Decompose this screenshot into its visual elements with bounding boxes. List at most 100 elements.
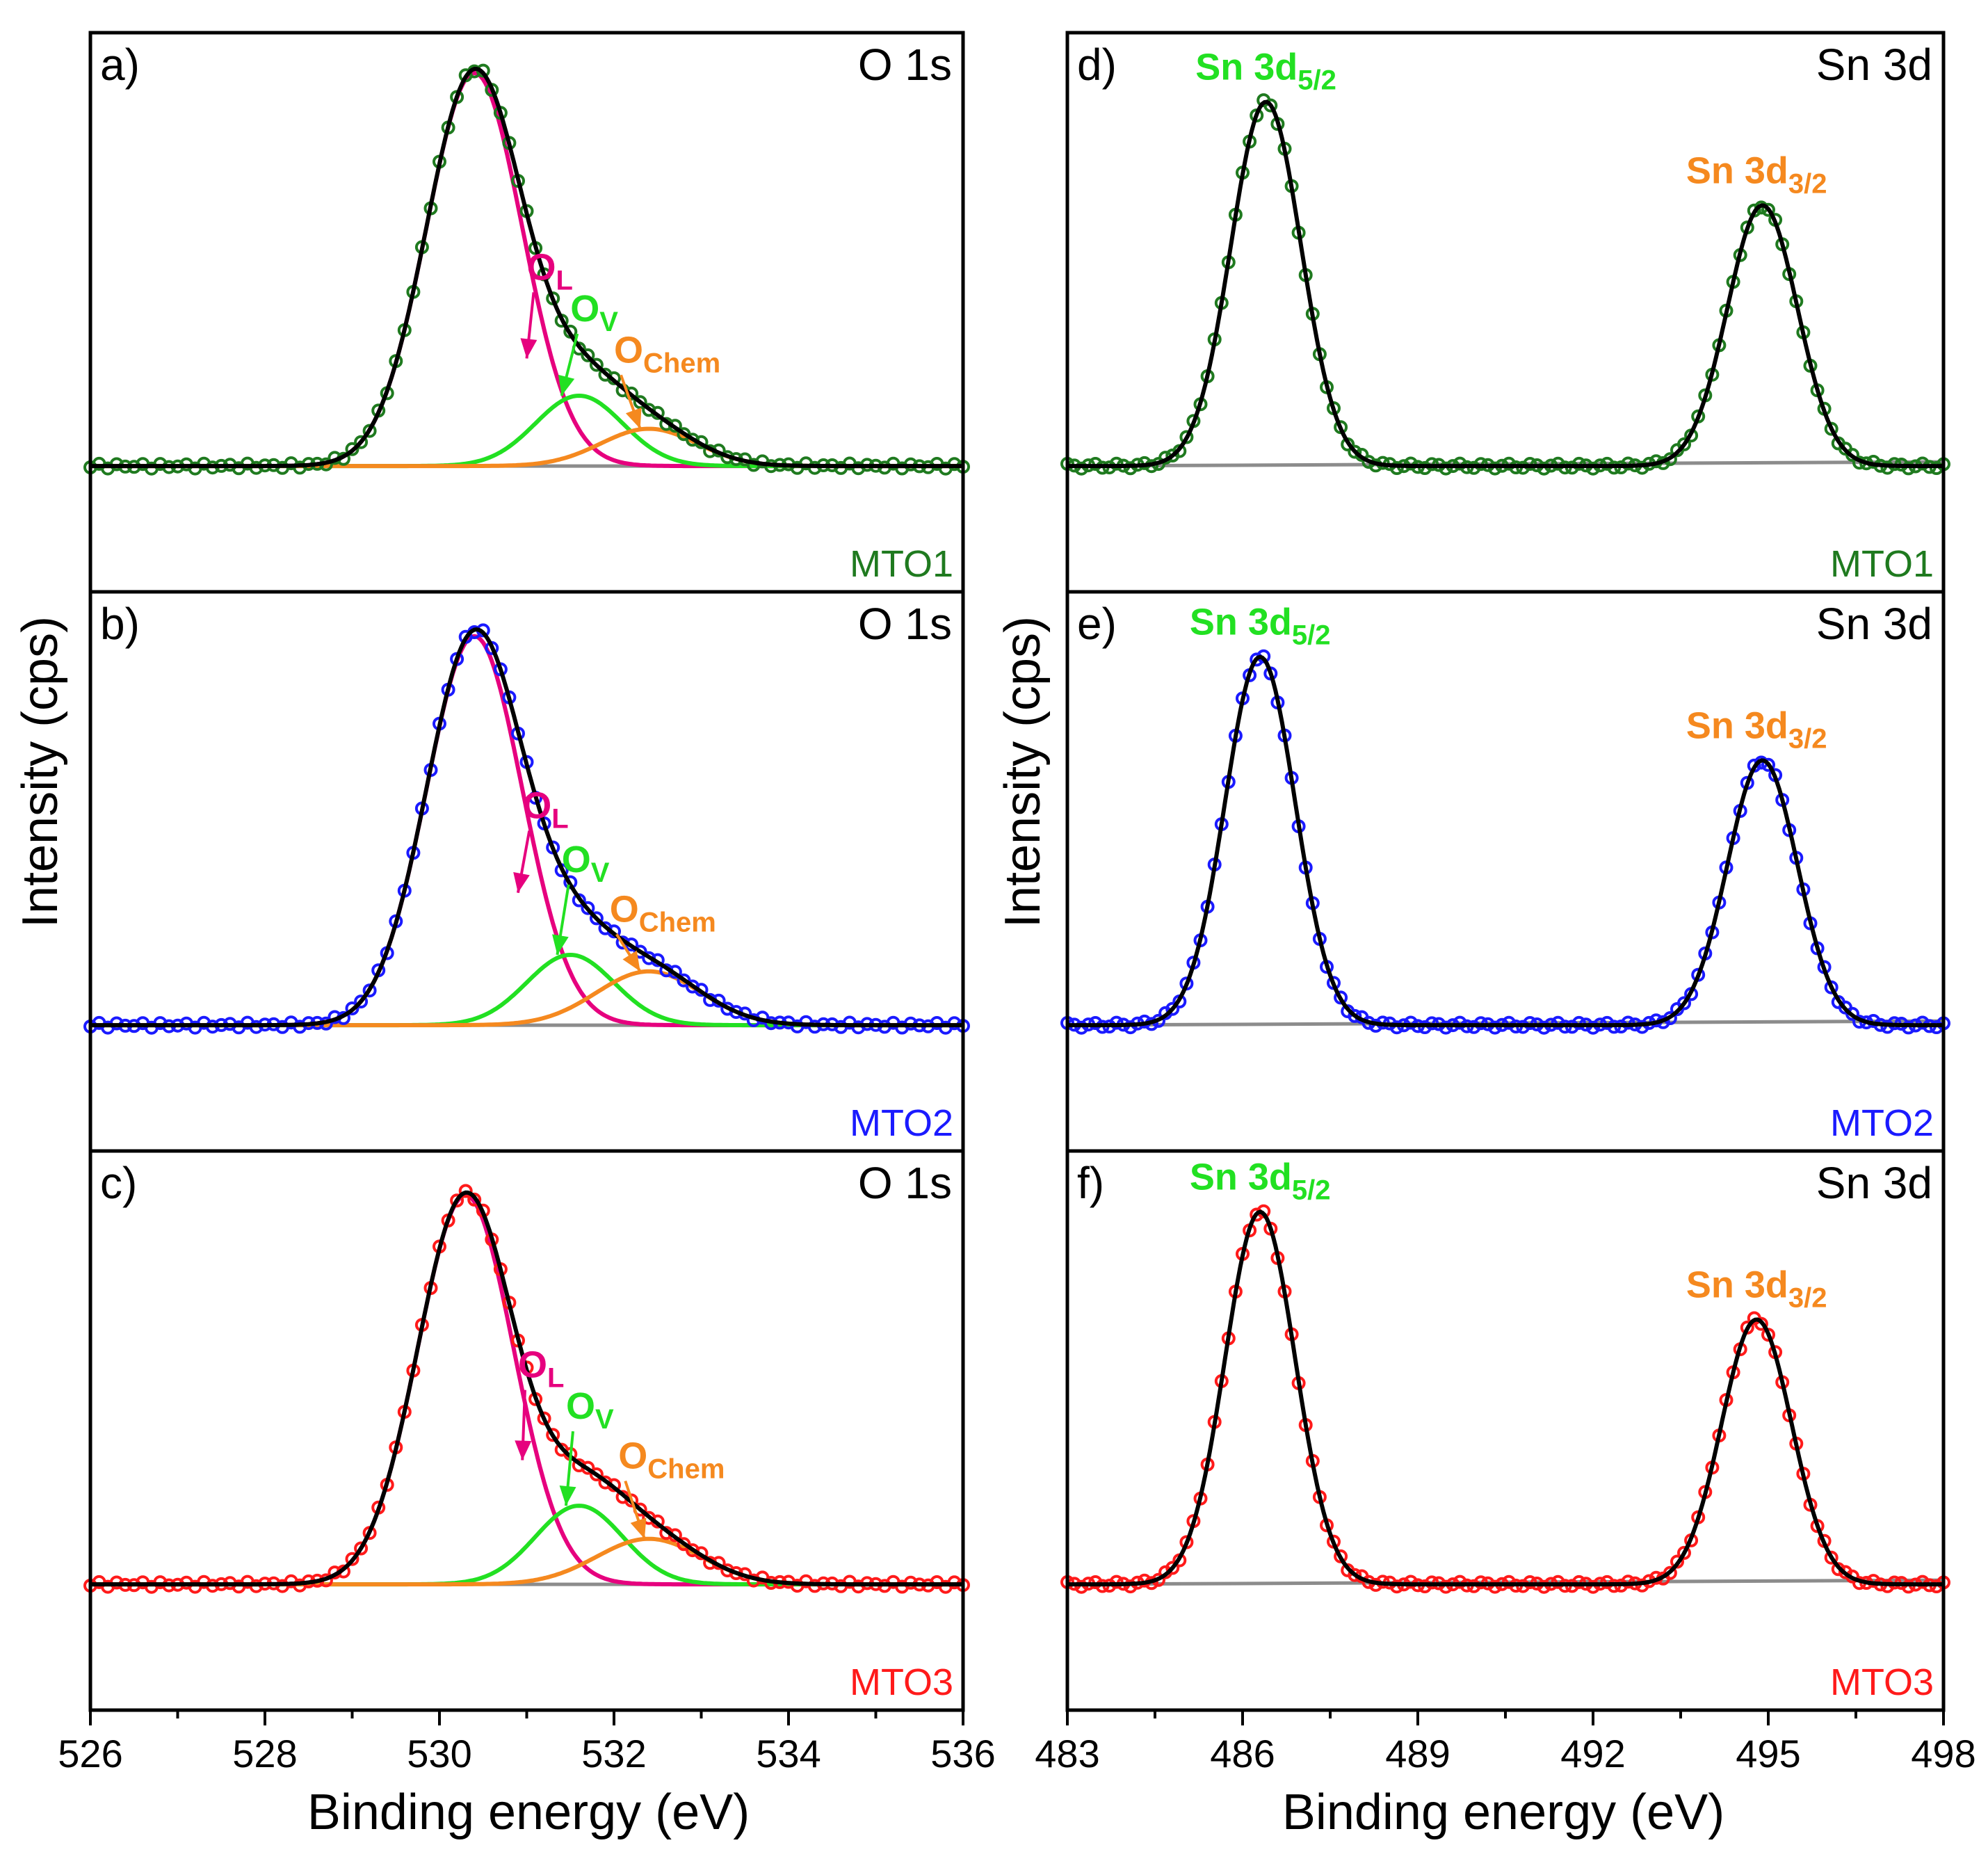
component-curve-OV — [90, 952, 963, 1028]
data-point — [1453, 1575, 1467, 1589]
peak-label-OV: OV — [562, 839, 610, 888]
data-point — [686, 433, 700, 447]
data-point — [1179, 430, 1194, 444]
tick-label: 526 — [58, 1732, 122, 1775]
tick-label: 534 — [756, 1732, 821, 1775]
panel-frame — [1065, 31, 1946, 594]
data-point — [354, 435, 369, 449]
data-point — [589, 1467, 604, 1481]
data-point — [1600, 1575, 1615, 1589]
data-point — [1403, 456, 1418, 471]
peak-label-Sn3: Sn 3d3/2 — [1686, 150, 1827, 199]
x-ticks: 483 486 489 492 495 498 — [1035, 1710, 1976, 1775]
data-point — [1088, 1016, 1103, 1030]
panel-title: Sn 3d — [1816, 1158, 1932, 1208]
arrow-head-OL — [513, 872, 530, 893]
data-point — [1600, 1015, 1615, 1030]
component-curve-OL — [90, 634, 963, 1028]
panel-letter: b) — [100, 599, 140, 649]
panel-frame — [1065, 590, 1946, 1153]
arrow-head-OV — [559, 1485, 576, 1506]
peak-label-OL: OL — [527, 246, 573, 296]
data-point — [1571, 1575, 1586, 1589]
data-point — [1334, 1549, 1348, 1563]
data-point — [1088, 1575, 1103, 1589]
data-point — [1537, 461, 1551, 476]
tick-label: 532 — [581, 1732, 646, 1775]
data-point — [1663, 1565, 1677, 1580]
data-point — [1600, 456, 1615, 471]
tick-label: 489 — [1385, 1732, 1450, 1775]
data-point — [1502, 456, 1516, 471]
fit-curve — [90, 66, 963, 469]
data-point — [1571, 456, 1586, 471]
panel-frame — [88, 590, 965, 1153]
x-axis-title-left: Binding energy (eV) — [307, 1785, 750, 1840]
data-point — [1586, 1579, 1600, 1594]
data-point — [1389, 461, 1404, 475]
sample-label: MTO3 — [850, 1661, 953, 1703]
data-point — [345, 1552, 359, 1566]
panel-title: O 1s — [858, 599, 952, 649]
data-points — [83, 1184, 970, 1594]
data-points — [1060, 649, 1950, 1035]
peak-label-OV: OV — [566, 1385, 614, 1435]
panel-title: O 1s — [858, 40, 952, 90]
data-point — [1453, 1015, 1467, 1030]
panel-letter: f) — [1077, 1158, 1104, 1208]
data-point — [362, 424, 377, 438]
data-point — [1109, 1575, 1124, 1589]
data-point — [1915, 1575, 1930, 1589]
arrow-head-OL — [520, 338, 538, 359]
data-point — [1901, 1579, 1916, 1594]
data-point — [1334, 990, 1348, 1005]
data-point — [1348, 1008, 1362, 1023]
tick-label: 495 — [1736, 1732, 1800, 1775]
data-point — [1389, 1020, 1404, 1035]
data-point — [624, 386, 639, 401]
tick-label: 486 — [1210, 1732, 1275, 1775]
data-point — [467, 1192, 482, 1207]
data-point — [1123, 1020, 1138, 1035]
data-point — [546, 1428, 560, 1442]
panel-title: O 1s — [858, 1158, 952, 1208]
fit-curve — [1067, 1209, 1943, 1587]
data-points — [1060, 1204, 1950, 1594]
data-point — [1502, 1015, 1516, 1030]
data-point — [354, 995, 369, 1009]
sample-label: MTO1 — [850, 543, 953, 585]
data-point — [1109, 1015, 1124, 1030]
data-point — [1109, 456, 1124, 471]
data-point — [458, 1184, 473, 1198]
panel-letter: d) — [1077, 40, 1117, 90]
data-point — [354, 1541, 369, 1556]
data-point — [633, 395, 647, 410]
data-point — [1074, 461, 1089, 476]
x-ticks: 526 528 530 532 534 536 — [58, 1710, 996, 1775]
fit-curve — [90, 1190, 963, 1587]
data-point — [1824, 421, 1839, 436]
data-point — [1915, 456, 1930, 471]
data-point — [581, 348, 595, 362]
sample-label: MTO3 — [1830, 1661, 1934, 1703]
panel-letter: a) — [100, 40, 140, 90]
component-curve-OV — [90, 393, 963, 469]
data-point — [1901, 461, 1916, 476]
sample-label: MTO1 — [1830, 543, 1934, 585]
data-point — [1123, 1579, 1138, 1594]
data-point — [1571, 1015, 1586, 1030]
y-axis-title-left: Intensity (cps) — [13, 616, 68, 928]
panel-e: Sn 3d5/2 Sn 3d3/2 e) Sn 3d MTO2 — [1060, 590, 1950, 1153]
fit-curve — [1067, 99, 1943, 469]
x-axis-title-right: Binding energy (eV) — [1282, 1785, 1724, 1840]
data-point — [1439, 1020, 1453, 1035]
peak-label-OV: OV — [570, 288, 618, 337]
data-point — [1348, 444, 1362, 459]
data-point — [1586, 461, 1600, 476]
data-point — [1845, 1006, 1859, 1021]
data-point — [1677, 437, 1691, 451]
data-point — [1348, 1568, 1362, 1582]
data-point — [450, 1193, 464, 1208]
arrow-head-OChem — [630, 1517, 647, 1539]
data-point — [1523, 1575, 1537, 1589]
